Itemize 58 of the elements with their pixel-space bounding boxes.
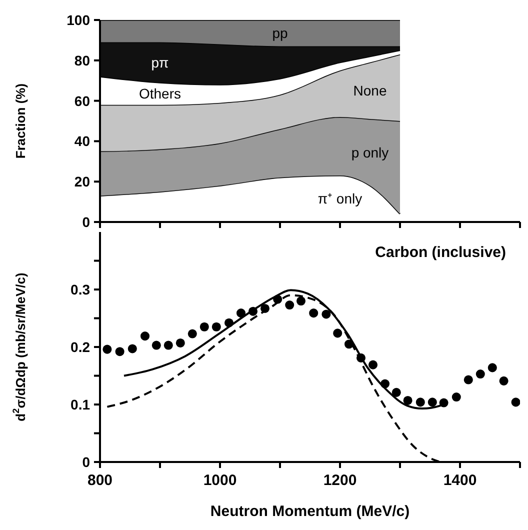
point <box>333 328 342 338</box>
x-tick-label: 1400 <box>443 472 477 489</box>
y-tick-label: 100 <box>66 12 90 28</box>
x-axis-title: Neutron Momentum (MeV/c) <box>210 503 410 520</box>
annotation: Carbon (inclusive) <box>375 244 506 261</box>
point <box>511 398 520 407</box>
point <box>322 310 331 319</box>
series-label: p only <box>351 144 389 160</box>
point <box>236 308 246 318</box>
point <box>164 340 173 350</box>
point <box>248 306 258 316</box>
point <box>140 332 150 341</box>
y-tick-label: 0 <box>82 214 90 230</box>
y-tick-label: 20 <box>74 174 90 190</box>
point <box>176 338 185 348</box>
y-axis-title: Fraction (%) <box>13 83 28 159</box>
point <box>309 308 318 318</box>
point <box>296 296 306 306</box>
point <box>403 396 412 405</box>
x-tick-label: 1200 <box>323 472 357 489</box>
point <box>368 360 378 370</box>
point <box>212 322 221 332</box>
series-label: None <box>353 82 387 99</box>
point <box>488 363 497 372</box>
x-tick-label: 800 <box>87 472 113 489</box>
point <box>476 370 485 379</box>
point <box>224 318 234 328</box>
point <box>102 344 112 354</box>
point <box>464 375 473 384</box>
point <box>380 379 390 388</box>
point <box>452 392 461 402</box>
point <box>115 347 124 356</box>
series-label: pπ <box>151 54 170 70</box>
y-tick-label: 40 <box>74 133 90 150</box>
point <box>416 398 425 407</box>
point <box>356 353 366 362</box>
y-tick-label: 0 <box>82 454 90 470</box>
point <box>260 304 270 313</box>
point <box>285 300 294 310</box>
point <box>128 344 137 354</box>
point <box>273 294 282 304</box>
point <box>392 388 401 397</box>
y-tick-label: 0.1 <box>70 396 90 412</box>
point <box>499 376 508 386</box>
point <box>439 398 448 408</box>
x-tick-label: 1000 <box>203 472 237 489</box>
y-tick-label: 80 <box>74 52 90 68</box>
series-label: Others <box>138 86 182 102</box>
point <box>188 329 197 338</box>
point <box>344 340 354 349</box>
point <box>152 340 161 350</box>
point <box>428 398 437 407</box>
series-label: pp <box>272 25 288 42</box>
y-tick-label: 60 <box>74 92 90 109</box>
y-tick-label: 0.3 <box>70 282 90 298</box>
series-label: π⁺ only <box>318 190 362 207</box>
point <box>200 322 209 332</box>
y-tick-label: 0.2 <box>70 339 90 355</box>
